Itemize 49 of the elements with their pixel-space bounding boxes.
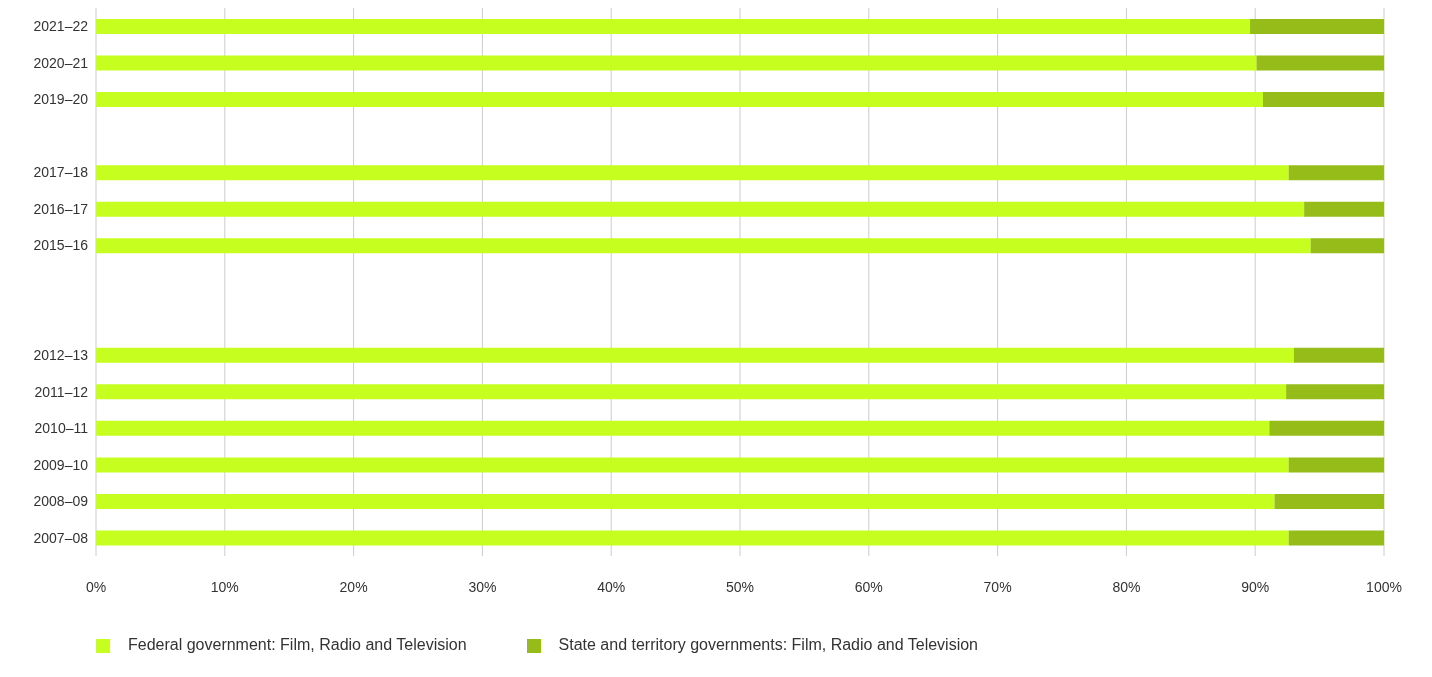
bar <box>1286 384 1384 400</box>
bar <box>96 55 1257 71</box>
bar <box>1310 238 1384 254</box>
x-tick-label: 60% <box>854 578 883 595</box>
bar <box>1250 19 1384 34</box>
bar <box>96 238 1311 254</box>
bar <box>1274 493 1384 509</box>
y-tick-label: 2019–20 <box>33 91 89 108</box>
bar <box>96 457 1289 473</box>
y-tick-label: 2012–13 <box>33 347 89 364</box>
x-tick-label: 90% <box>1241 578 1270 595</box>
y-tick-label: 2010–11 <box>34 420 89 437</box>
x-tick-label: 50% <box>725 578 755 595</box>
bar <box>1288 457 1384 473</box>
bar <box>1256 55 1384 71</box>
y-tick-label: 2007–08 <box>33 529 89 546</box>
x-tick-label: 20% <box>339 578 368 595</box>
y-tick-label: 2020–21 <box>33 54 89 71</box>
bar <box>96 92 1263 108</box>
x-tick-label: 0% <box>85 578 107 595</box>
x-tick-label: 40% <box>597 578 626 595</box>
x-tick-label: 80% <box>1112 578 1141 595</box>
bar <box>96 201 1305 217</box>
bar <box>96 493 1275 509</box>
x-tick-label: 30% <box>468 578 497 595</box>
bar <box>96 530 1289 546</box>
x-tick-label: 10% <box>210 578 239 595</box>
bar <box>1262 92 1384 108</box>
bar <box>96 19 1251 34</box>
bar <box>96 347 1294 363</box>
bar <box>96 420 1270 436</box>
y-tick-label: 2017–18 <box>33 164 89 181</box>
y-tick-label: 2016–17 <box>33 200 89 217</box>
y-tick-label: 2021–22 <box>33 18 89 35</box>
legend-label: Federal government: Film, Radio and Television <box>128 636 467 653</box>
y-tick-label: 2011–12 <box>34 383 89 400</box>
bar <box>1304 201 1384 217</box>
bar <box>1288 530 1384 546</box>
x-tick-label: 100% <box>1366 578 1402 595</box>
bar <box>1269 420 1384 436</box>
bar <box>96 165 1289 181</box>
bar <box>1288 165 1384 181</box>
x-tick-label: 70% <box>983 578 1012 595</box>
bar <box>96 384 1287 400</box>
y-tick-label: 2008–09 <box>33 493 89 510</box>
y-tick-label: 2009–10 <box>33 456 89 473</box>
y-tick-label: 2015–16 <box>33 237 89 254</box>
legend-label: State and territory governments: Film, Radio and Television <box>558 636 979 653</box>
bar <box>1293 347 1384 363</box>
